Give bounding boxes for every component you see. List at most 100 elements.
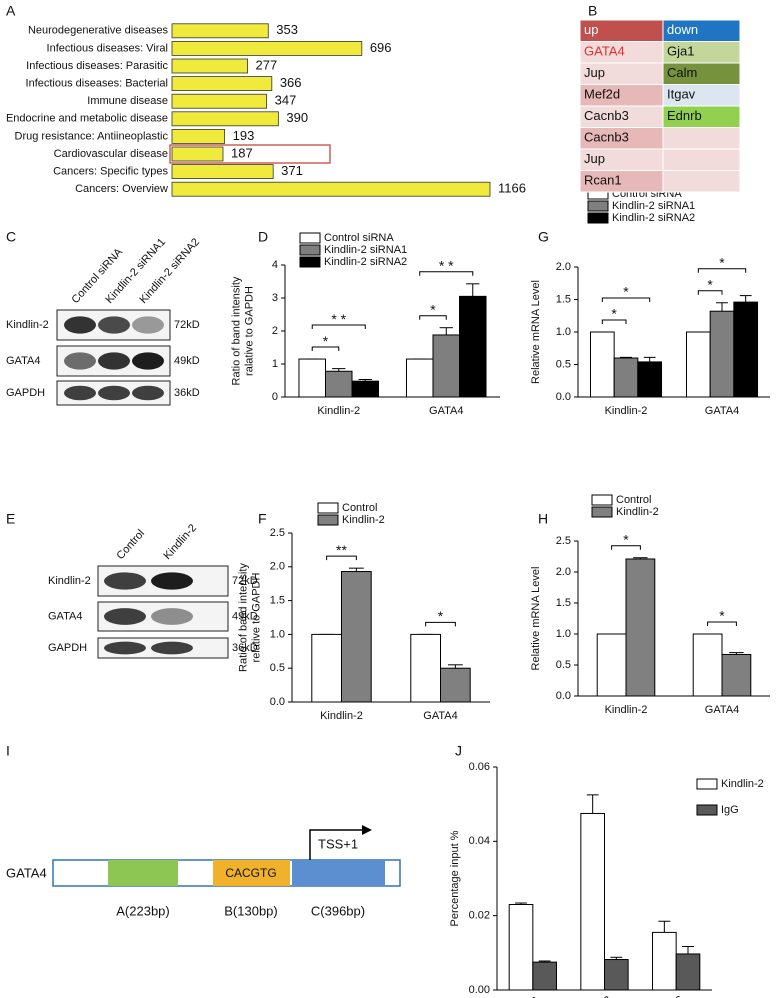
table-cell-text: Itgav <box>667 87 696 102</box>
legend-swatch <box>591 506 613 518</box>
legend-swatch <box>299 232 321 244</box>
y-tick-label: 0.04 <box>469 835 490 847</box>
lane-label: Kindlin-2 <box>161 522 199 562</box>
y-tick-label: 2.0 <box>556 261 571 273</box>
bar <box>440 667 471 703</box>
blot-band <box>64 352 96 370</box>
significance-bracket <box>311 324 366 330</box>
table-cell-text: Jup <box>584 65 605 80</box>
lane-label: Kindlin-2 siRNA1 <box>103 236 168 306</box>
value-label: 347 <box>275 93 297 108</box>
category-label: Infectious diseases: Viral <box>47 42 168 54</box>
y-tick-label: 1.5 <box>270 595 285 607</box>
blot-size-label: 36kD <box>174 387 200 399</box>
legend-label: Control siRNA <box>324 232 394 244</box>
bar <box>733 301 759 398</box>
bar <box>171 58 248 74</box>
legend-swatch <box>696 778 718 790</box>
table-header: up <box>584 22 598 37</box>
legend-label: Kindlin-2 siRNA1 <box>612 200 695 212</box>
blot-row-label: Kindlin-2 <box>48 575 91 587</box>
x-tick-label: GATA4 <box>423 710 457 722</box>
bar <box>685 331 711 398</box>
table-cell-text: Calm <box>667 65 697 80</box>
significance-label: * * <box>439 258 454 274</box>
y-tick-label: 0.5 <box>556 659 571 671</box>
x-tick-label: GATA4 <box>705 704 739 716</box>
legend-label: Kindlin-2 <box>721 778 764 790</box>
y-tick-label: 3 <box>272 292 278 304</box>
bar <box>171 23 269 39</box>
y-tick-label: 0.06 <box>469 761 490 773</box>
x-tick-label: ChIP-A <box>509 993 543 998</box>
legend-label: Kindlin-2 siRNA1 <box>324 244 407 256</box>
legend-swatch <box>317 502 339 514</box>
bar <box>405 358 434 398</box>
blot-band <box>64 385 96 401</box>
category-label: Infectious diseases: Parasitic <box>26 60 168 72</box>
blot-row-label: GAPDH <box>48 642 87 654</box>
y-tick-label: 0.0 <box>556 690 571 702</box>
category-label: Infectious diseases: Bacterial <box>26 78 168 90</box>
panel-label: A <box>6 3 16 19</box>
legend-label: Kindlin-2 siRNA2 <box>324 256 407 268</box>
y-axis-label: Ratio of band intensity <box>237 563 249 672</box>
bar <box>351 380 380 398</box>
category-label: Cardiovascular disease <box>54 148 168 160</box>
blot-row-label: GATA4 <box>6 355 40 367</box>
panel-label: C <box>6 229 16 245</box>
blot-row-label: GATA4 <box>48 610 82 622</box>
blot-band <box>151 608 193 625</box>
bar <box>709 310 735 398</box>
bar <box>652 931 677 991</box>
legend-swatch <box>696 804 718 816</box>
panel-label: B <box>588 3 597 19</box>
bar <box>580 812 605 991</box>
x-tick-label: GATA4 <box>705 405 739 417</box>
y-axis-label: Relative mRNA Level <box>530 567 542 671</box>
significance-bracket <box>419 315 447 320</box>
y-tick-label: 0.5 <box>270 662 285 674</box>
category-label: Immune disease <box>87 95 168 107</box>
x-tick-label: ChIP-B <box>581 994 615 998</box>
y-tick-label: 1.0 <box>556 326 571 338</box>
y-tick-label: 1.5 <box>556 597 571 609</box>
panel-label: J <box>455 743 462 759</box>
panel-label: I <box>6 743 10 759</box>
blot-band <box>98 385 130 401</box>
bar <box>298 358 326 398</box>
x-tick-label: Kindlin-2 <box>605 405 648 417</box>
table-cell-text: Cacnb3 <box>584 108 629 123</box>
table-cell-text: Gja1 <box>667 44 694 59</box>
table-header: down <box>667 22 698 37</box>
category-label: Neurodegenerative diseases <box>28 25 169 37</box>
legend-swatch <box>591 494 613 506</box>
y-axis-label: Ratio of band intensity <box>230 276 242 385</box>
lane-label: Kindlin-2 siRNA2 <box>137 236 202 306</box>
bar <box>171 181 491 197</box>
blot-band <box>98 352 130 370</box>
blot-band <box>104 608 146 625</box>
panel-label: D <box>258 229 268 245</box>
value-label: 1166 <box>498 181 526 196</box>
region-c <box>292 860 385 886</box>
value-label: 390 <box>286 110 308 125</box>
significance-label: * <box>438 608 444 624</box>
bar <box>171 146 224 162</box>
panel-label: H <box>538 511 548 527</box>
bar <box>341 571 372 703</box>
bar <box>675 953 701 991</box>
region-b <box>213 860 290 886</box>
x-tick-label: Kindlin-2 <box>317 405 360 417</box>
bar <box>692 633 723 697</box>
category-label: Endocrine and metabolic disease <box>6 113 168 125</box>
significance-bracket <box>425 621 456 627</box>
y-tick-label: 0.02 <box>469 910 490 922</box>
x-tick-label: Kindlin-2 <box>320 710 363 722</box>
significance-bracket <box>601 319 627 324</box>
table-cell-text: GATA4 <box>584 44 625 59</box>
y-axis-label: Percentage input % <box>449 830 461 926</box>
significance-bracket <box>697 268 747 273</box>
table-cell-text: Rcan1 <box>584 173 622 188</box>
